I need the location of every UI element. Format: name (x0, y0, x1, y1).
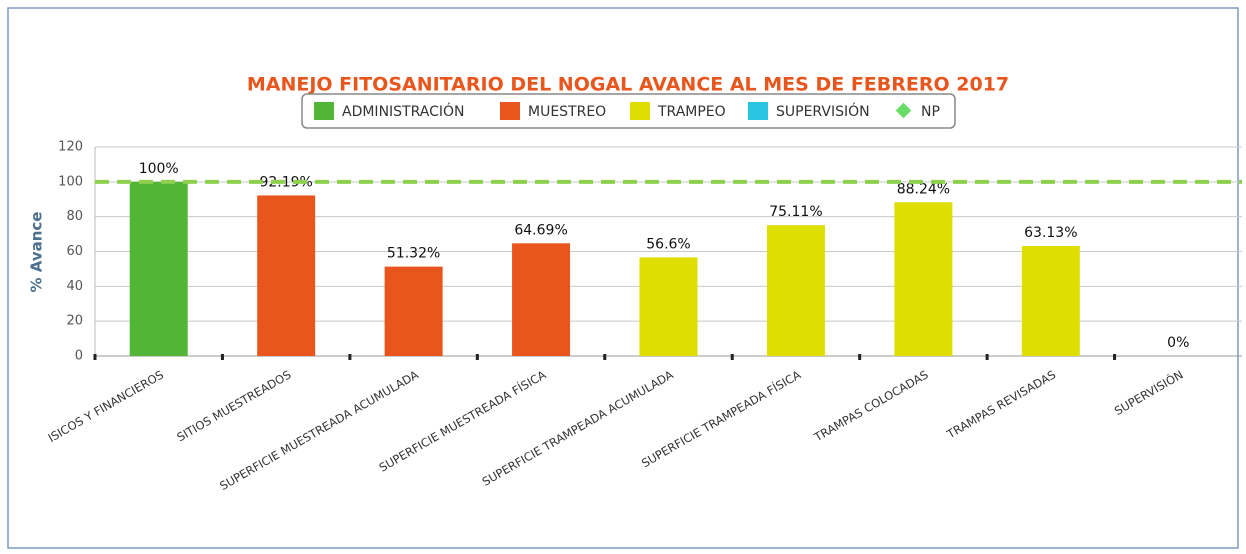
y-tick-label: 120 (58, 140, 83, 155)
x-tick (730, 354, 734, 360)
x-tick (220, 354, 224, 360)
legend-label: MUESTREO (528, 104, 606, 120)
value-label: 63.13% (1024, 225, 1077, 241)
x-tick-label: TRAMPAS REVISADAS (944, 368, 1058, 442)
frame (7, 7, 1239, 549)
x-tick (1113, 354, 1117, 360)
legend-label: ADMINISTRACIÓN (342, 102, 465, 120)
bar (1021, 246, 1080, 356)
x-tick-label: SUPERFICIE MUESTREADA ACUMULADA (217, 367, 421, 493)
y-tick-label: 100 (58, 174, 83, 189)
y-tick-label: 0 (75, 349, 83, 364)
legend-swatch (748, 102, 768, 120)
legend-label: SUPERVISIÓN (776, 102, 870, 120)
x-tick (348, 354, 352, 360)
x-tick (858, 354, 862, 360)
bar (894, 202, 953, 356)
value-label: 56.6% (646, 236, 690, 252)
bar (639, 257, 698, 356)
legend-swatch (314, 102, 334, 120)
x-tick-label: SUPERVISIÓN (1111, 367, 1185, 418)
value-label: 88.24% (897, 181, 950, 197)
x-tick (603, 354, 607, 360)
chart-title: MANEJO FITOSANITARIO DEL NOGAL AVANCE AL… (247, 74, 1009, 96)
bar (257, 195, 316, 356)
value-label: 64.69% (514, 222, 567, 238)
value-label: 75.11% (769, 204, 822, 220)
value-label: 92.19% (259, 174, 312, 190)
y-tick-label: 60 (66, 244, 83, 259)
legend-label: NP (921, 104, 940, 120)
legend-label: TRAMPEO (657, 104, 726, 120)
bar (766, 225, 825, 356)
x-tick-label: TRAMPAS COLOCADAS (811, 368, 931, 445)
legend-swatch (630, 102, 650, 120)
bar (512, 243, 571, 356)
value-label: 51.32% (387, 246, 440, 262)
x-tick-label: ISICOS Y FINANCIEROS (46, 368, 166, 446)
y-tick-label: 40 (66, 279, 83, 294)
value-label: 0% (1167, 335, 1189, 351)
legend-box (301, 93, 956, 129)
bar (129, 181, 188, 356)
y-axis-label: % Avance (28, 212, 46, 293)
x-tick-label: SITIOS MUESTREADOS (174, 368, 293, 445)
x-tick (475, 354, 479, 360)
bar (384, 266, 443, 356)
value-label: 100% (139, 161, 179, 177)
y-tick-label: 20 (66, 314, 83, 329)
x-tick (985, 354, 989, 360)
x-tick (93, 354, 97, 360)
y-tick-label: 80 (66, 209, 83, 224)
legend-swatch (500, 102, 520, 120)
